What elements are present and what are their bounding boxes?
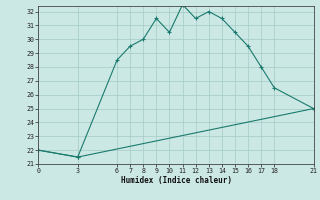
X-axis label: Humidex (Indice chaleur): Humidex (Indice chaleur) xyxy=(121,176,231,185)
